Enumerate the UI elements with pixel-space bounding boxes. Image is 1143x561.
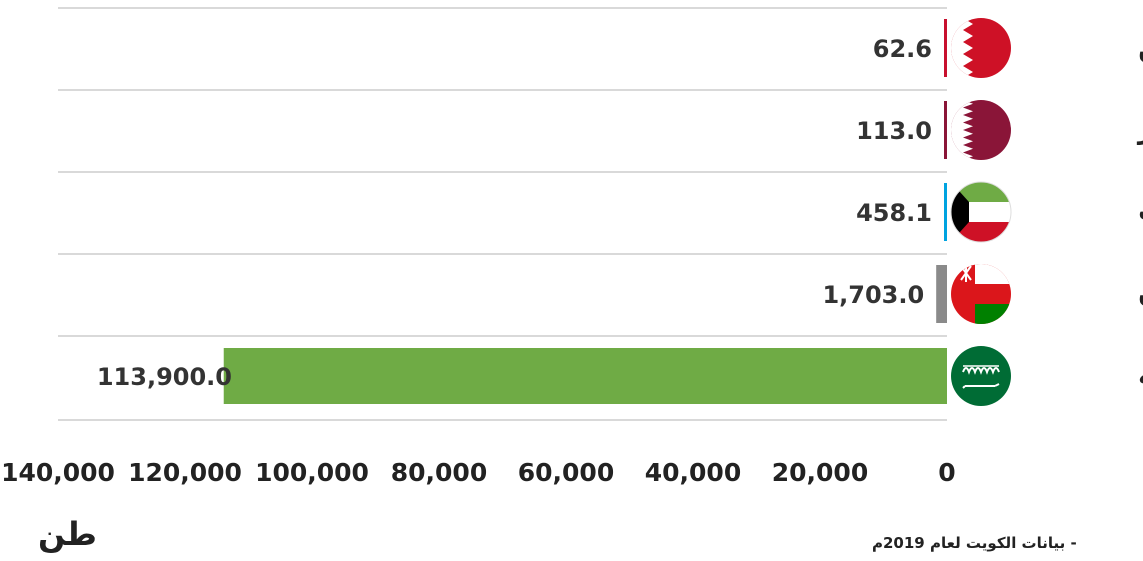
- bar: [223, 348, 948, 404]
- qatar-flag-icon: [951, 100, 1011, 160]
- category-labels: البحرين قطر الكويت عُمان السعودية: [1136, 30, 1143, 391]
- tick-label: 100,000: [255, 458, 369, 487]
- bahrain-flag-icon: [951, 18, 1011, 78]
- category-label: السعودية: [1138, 358, 1143, 391]
- saudi-flag-icon: [951, 346, 1011, 406]
- bar: [936, 265, 947, 323]
- data-label: 458.1: [856, 199, 932, 227]
- data-label: 113,900.0: [97, 363, 232, 391]
- bars-group: [223, 19, 948, 404]
- footnote: - بيانات الكويت لعام 2019م: [872, 534, 1077, 552]
- tick-label: 80,000: [391, 458, 487, 487]
- bar: [944, 101, 947, 159]
- bar: [944, 19, 947, 77]
- data-label: 62.6: [873, 35, 932, 63]
- tick-label: 20,000: [772, 458, 868, 487]
- x-axis-unit-label: طن: [38, 515, 97, 553]
- tick-label: 0: [938, 458, 955, 487]
- category-label: الكويت: [1138, 194, 1143, 227]
- grid-lines: [58, 7, 947, 421]
- flags-group: [950, 18, 1012, 406]
- x-axis-ticks: 0 20,000 40,000 60,000 80,000 100,000 120,000 1…: [1, 458, 956, 487]
- kuwait-flag-icon: [950, 181, 1012, 243]
- tick-label: 60,000: [518, 458, 614, 487]
- tick-label: 40,000: [645, 458, 741, 487]
- value-labels: 62.6 113.0 458.1 1,703.0 113,900.0: [97, 35, 932, 391]
- tick-label: 120,000: [128, 458, 242, 487]
- category-label: قطر: [1136, 112, 1143, 145]
- data-label: 1,703.0: [822, 281, 924, 309]
- category-label: البحرين: [1138, 30, 1143, 63]
- data-label: 113.0: [856, 117, 932, 145]
- bar: [944, 183, 947, 241]
- tick-label: 140,000: [1, 458, 115, 487]
- bar-chart: 62.6 113.0 458.1 1,703.0 113,900.0 البحرين قط…: [1, 7, 1143, 487]
- oman-flag-icon: [951, 264, 1011, 324]
- category-label: عُمان: [1138, 276, 1143, 309]
